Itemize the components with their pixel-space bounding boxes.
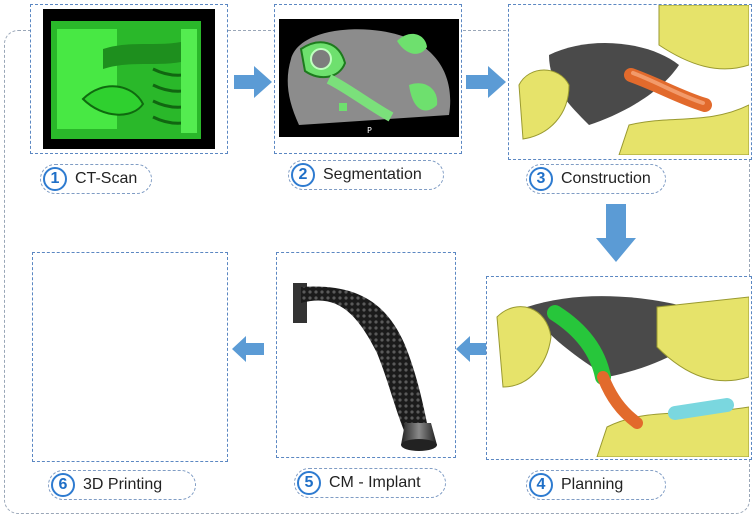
panel-cm-implant bbox=[276, 252, 456, 458]
arrow-right-1-to-2 bbox=[234, 66, 272, 98]
planning-image bbox=[496, 296, 749, 457]
arrow-right-2-to-3 bbox=[466, 66, 506, 98]
panel-construction bbox=[508, 4, 752, 160]
step-1-number: 1 bbox=[43, 167, 67, 191]
step-2-number: 2 bbox=[291, 163, 315, 187]
step-5-text: CM - Implant bbox=[329, 474, 421, 491]
implant-image bbox=[293, 283, 437, 451]
arrow-left-4-to-5 bbox=[456, 336, 486, 362]
ct-scan-image bbox=[43, 9, 215, 149]
panel-segmentation: P bbox=[274, 4, 462, 154]
step-3-text: Construction bbox=[561, 170, 651, 187]
ct-orientation-marker: P bbox=[367, 126, 372, 135]
step-3-label: 3 Construction bbox=[526, 164, 666, 194]
step-5-number: 5 bbox=[297, 471, 321, 495]
panel-ct-scan bbox=[30, 4, 228, 154]
step-2-text: Segmentation bbox=[323, 166, 422, 183]
step-4-text: Planning bbox=[561, 476, 624, 493]
segmentation-image: P bbox=[279, 19, 459, 137]
arrow-down-3-to-4 bbox=[596, 204, 636, 262]
arrow-left-5-to-6 bbox=[232, 336, 264, 362]
step-4-label: 4 Planning bbox=[526, 470, 666, 500]
step-6-label: 6 3D Printing bbox=[48, 470, 196, 500]
panel-planning bbox=[486, 276, 752, 460]
construction-image bbox=[518, 5, 749, 155]
step-4-number: 4 bbox=[529, 473, 553, 497]
step-6-text: 3D Printing bbox=[83, 476, 163, 493]
step-1-label: 1 CT-Scan bbox=[40, 164, 152, 194]
step-5-label: 5 CM - Implant bbox=[294, 468, 446, 498]
step-6-number: 6 bbox=[51, 473, 75, 497]
step-3-number: 3 bbox=[529, 167, 553, 191]
step-2-label: 2 Segmentation bbox=[288, 160, 444, 190]
panel-3d-printing bbox=[32, 252, 228, 462]
step-1-text: CT-Scan bbox=[75, 170, 138, 187]
